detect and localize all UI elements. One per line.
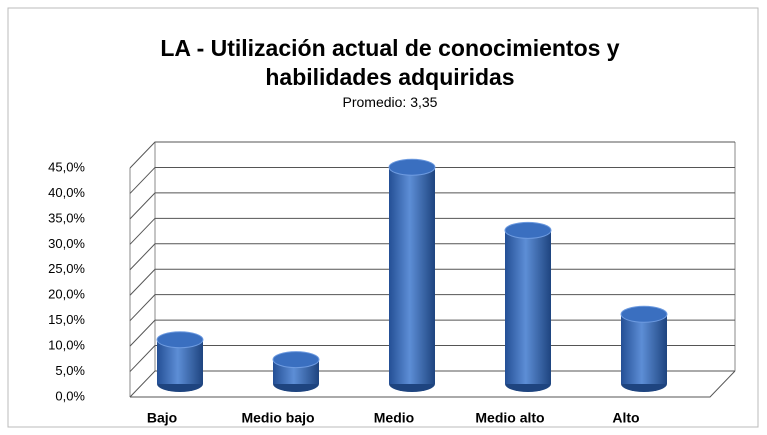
grid-line bbox=[129, 192, 735, 220]
bar bbox=[621, 314, 667, 384]
y-tick-label: 45,0% bbox=[48, 159, 85, 174]
grid-line bbox=[129, 217, 735, 245]
chart-subtitle: Promedio: 3,35 bbox=[342, 94, 438, 110]
bar bbox=[505, 230, 551, 384]
y-tick-label: 25,0% bbox=[48, 261, 85, 276]
grid-line bbox=[129, 166, 735, 194]
cylinder-top bbox=[620, 305, 668, 323]
grid-line bbox=[129, 141, 735, 169]
cylinder-top bbox=[504, 221, 552, 239]
cylinder-top bbox=[156, 331, 204, 349]
x-tick-label: Medio alto bbox=[475, 410, 544, 426]
bar bbox=[389, 167, 435, 384]
x-tick-label: Alto bbox=[612, 410, 639, 426]
x-tick-label: Bajo bbox=[147, 410, 177, 426]
y-tick-label: 40,0% bbox=[48, 185, 85, 200]
y-tick-label: 0,0% bbox=[55, 388, 85, 403]
y-tick-label: 5,0% bbox=[55, 363, 85, 378]
cylinder-top bbox=[272, 351, 320, 369]
y-tick-label: 15,0% bbox=[48, 312, 85, 327]
floor bbox=[130, 370, 736, 398]
x-tick-label: Medio bbox=[374, 410, 414, 426]
y-tick-label: 20,0% bbox=[48, 287, 85, 302]
y-tick-label: 30,0% bbox=[48, 236, 85, 251]
chart-border bbox=[7, 7, 759, 428]
x-tick-label: Medio bajo bbox=[241, 410, 314, 426]
chart-title: LA - Utilización actual de conocimientos… bbox=[160, 35, 620, 90]
y-tick-label: 10,0% bbox=[48, 338, 85, 353]
cylinder-top bbox=[388, 158, 436, 176]
y-tick-label: 35,0% bbox=[48, 210, 85, 225]
